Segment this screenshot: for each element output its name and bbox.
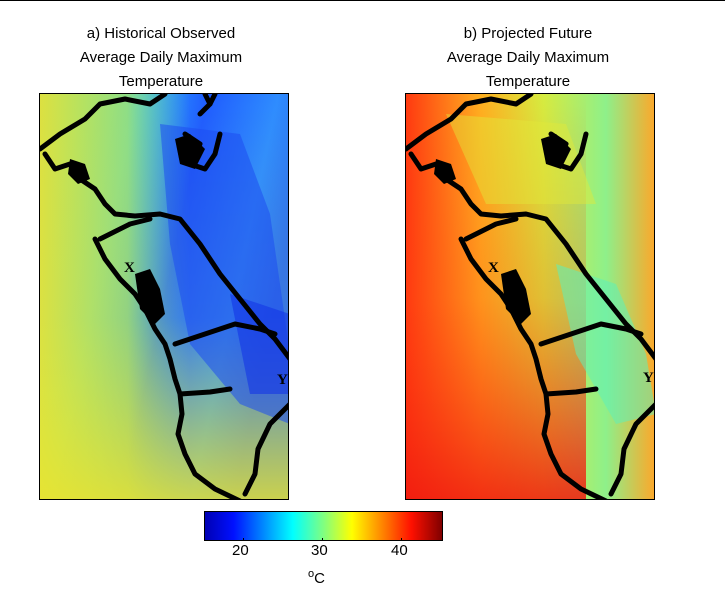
panel-a-title-line-1: a) Historical Observed [86, 25, 236, 42]
unit-letter: C [314, 570, 325, 587]
historical-temperature-map [39, 93, 289, 500]
colorbar-tick-40: 40 [391, 542, 408, 559]
colorbar-unit-label: oC [308, 568, 325, 587]
projected-heatmap [406, 94, 654, 499]
panel-a-title-line-2: Average Daily Maximum [79, 49, 243, 66]
projected-temperature-map [405, 93, 655, 500]
colorbar-gradient [204, 511, 443, 541]
colorbar [204, 511, 443, 541]
panel-b-marker-y: Y [643, 370, 654, 386]
coastline-fill [68, 134, 205, 324]
panel-a-title: a) Historical Observed Average Daily Max… [31, 22, 291, 94]
colorbar-tick-30: 30 [311, 542, 328, 559]
colorbar-tickmark-30 [322, 538, 323, 541]
panel-a-title-line-3: Temperature [118, 73, 204, 90]
panel-b-title-line-3: Temperature [485, 73, 571, 90]
colorbar-tickmark-20 [243, 538, 244, 541]
colorbar-tick-20: 20 [232, 542, 249, 559]
top-border-line [0, 0, 725, 1]
panel-b-title-line-2: Average Daily Maximum [446, 49, 610, 66]
degree-symbol: o [308, 568, 315, 580]
panel-b-title: b) Projected Future Average Daily Maximu… [398, 22, 658, 94]
panel-b-title-line-1: b) Projected Future [463, 25, 593, 42]
historical-heatmap [40, 94, 288, 499]
coastline-fill [434, 134, 571, 324]
colorbar-tickmark-40 [401, 538, 402, 541]
panel-a-marker-y: Y [277, 372, 288, 388]
panel-b-marker-x: X [488, 260, 499, 276]
panel-a-marker-x: X [124, 260, 135, 276]
